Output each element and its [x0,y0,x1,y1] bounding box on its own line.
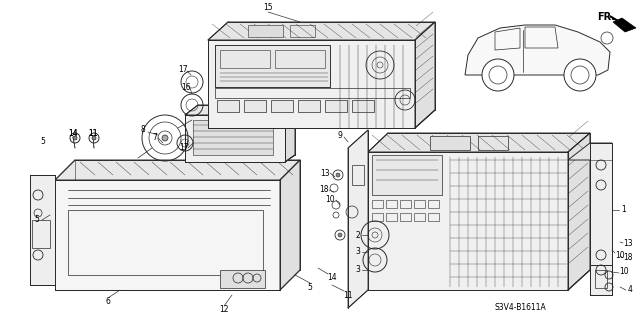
Circle shape [92,136,96,140]
Text: 15: 15 [263,4,273,12]
Circle shape [482,59,514,91]
Bar [352,165,364,185]
Polygon shape [208,22,435,40]
Text: 3: 3 [356,248,360,256]
Polygon shape [415,22,435,128]
Text: 3: 3 [356,265,360,275]
Bar [325,100,347,112]
Bar [352,100,374,112]
Bar [271,100,293,112]
Polygon shape [590,265,612,295]
Text: 8: 8 [141,125,145,135]
Polygon shape [465,25,610,75]
Text: 14: 14 [327,273,337,283]
Polygon shape [185,115,285,162]
Polygon shape [590,143,612,280]
Bar [220,50,270,68]
Text: 9: 9 [337,130,342,139]
Bar [217,100,239,112]
Text: S3V4-B1611A: S3V4-B1611A [494,303,546,313]
Polygon shape [568,143,612,160]
Polygon shape [30,175,55,285]
Bar [275,50,325,68]
Text: 5: 5 [40,137,45,146]
Bar [386,213,397,221]
Circle shape [336,173,340,177]
Bar [215,45,330,87]
Text: 14: 14 [68,129,78,137]
Text: 18: 18 [623,254,633,263]
Bar [595,270,607,288]
Polygon shape [368,133,590,152]
Text: 2: 2 [356,231,360,240]
Text: 1: 1 [621,205,627,214]
Bar [386,200,397,208]
Bar [372,213,383,221]
Bar [298,100,320,112]
Text: 14: 14 [68,129,78,137]
Polygon shape [613,18,636,32]
Bar [478,136,508,150]
Polygon shape [285,105,295,162]
Text: 11: 11 [88,129,98,137]
Bar [372,155,442,195]
Text: 10: 10 [325,196,335,204]
Polygon shape [208,40,415,128]
Polygon shape [368,152,568,290]
Bar [193,120,273,155]
Circle shape [338,233,342,237]
Text: 12: 12 [220,306,228,315]
Text: FR.: FR. [597,12,615,22]
Text: 13: 13 [320,168,330,177]
Bar [215,45,330,87]
Polygon shape [55,160,300,180]
Polygon shape [55,180,280,290]
Bar [400,213,411,221]
Polygon shape [348,130,368,308]
Text: 17: 17 [178,65,188,75]
Text: 11: 11 [343,291,353,300]
Polygon shape [568,133,590,290]
Text: 13: 13 [623,239,633,248]
Bar [248,25,283,37]
Bar [220,270,265,288]
Text: 7: 7 [152,133,157,143]
Text: 6: 6 [106,298,111,307]
Text: 16: 16 [181,84,191,93]
Bar [414,200,425,208]
Text: 5: 5 [35,216,40,225]
Bar [428,200,439,208]
Bar [430,136,470,150]
Bar [290,25,315,37]
Polygon shape [185,105,295,115]
Circle shape [73,136,77,140]
Bar [244,100,266,112]
Text: 18: 18 [319,186,329,195]
Text: 10: 10 [619,268,629,277]
Text: 5: 5 [308,284,312,293]
Bar [32,220,50,248]
Text: 11: 11 [88,129,98,137]
Circle shape [162,135,168,141]
Bar [68,210,263,275]
Bar [414,213,425,221]
Text: 4: 4 [628,286,632,294]
Text: 10: 10 [615,250,625,259]
Text: 17: 17 [179,144,189,152]
Bar [372,200,383,208]
Polygon shape [280,160,300,290]
Bar [215,88,410,98]
Bar [428,213,439,221]
Circle shape [564,59,596,91]
Bar [400,200,411,208]
